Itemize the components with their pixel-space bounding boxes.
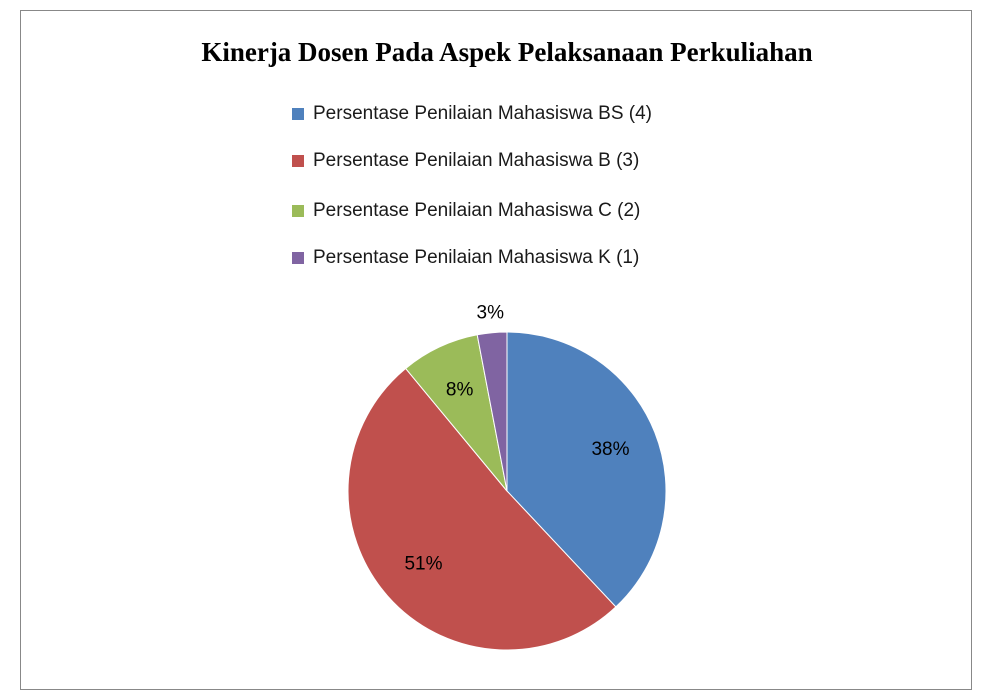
- legend-swatch: [292, 108, 304, 120]
- legend-label: Persentase Penilaian Mahasiswa B (3): [313, 150, 639, 171]
- data-label: 51%: [404, 554, 442, 575]
- data-label: 8%: [446, 379, 474, 400]
- pie-slice: [476, 331, 508, 492]
- data-label: 3%: [477, 303, 505, 324]
- legend-swatch: [292, 155, 304, 167]
- legend-swatch: [292, 252, 304, 264]
- pie-slice: [347, 367, 617, 651]
- legend-label: Persentase Penilaian Mahasiswa C (2): [313, 200, 640, 221]
- chart-title: Kinerja Dosen Pada Aspek Pelaksanaan Per…: [201, 37, 812, 67]
- legend-label: Persentase Penilaian Mahasiswa BS (4): [313, 103, 652, 124]
- data-label: 38%: [591, 439, 629, 460]
- legend-label: Persentase Penilaian Mahasiswa K (1): [313, 247, 639, 268]
- legend-swatch: [292, 205, 304, 217]
- pie-slice: [506, 331, 667, 608]
